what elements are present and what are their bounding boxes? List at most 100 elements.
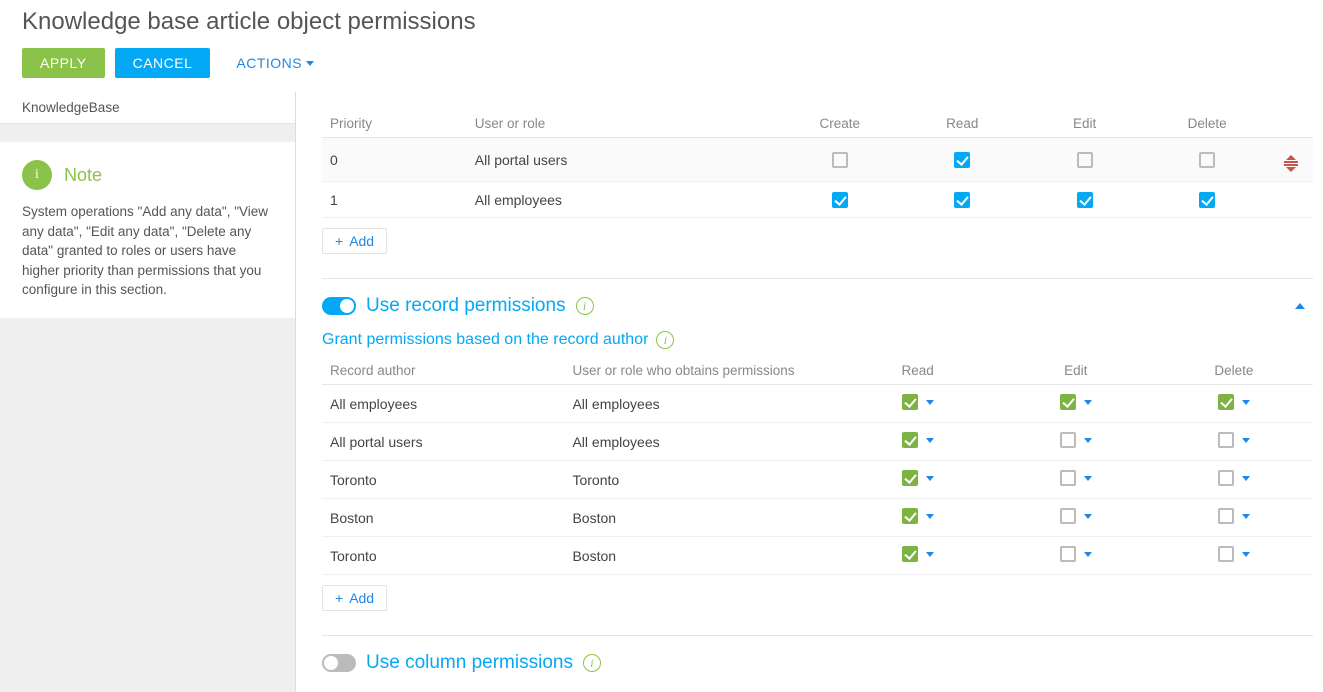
col-delete2[interactable]: Delete — [1155, 357, 1313, 385]
chevron-down-icon[interactable] — [1242, 400, 1250, 405]
checkbox[interactable] — [1060, 394, 1076, 410]
delete-cell — [1155, 423, 1313, 461]
table-row[interactable]: 0All portal users — [322, 138, 1313, 182]
chevron-down-icon[interactable] — [1242, 552, 1250, 557]
read-cell — [839, 461, 997, 499]
priority-cell: 0 — [322, 138, 467, 182]
author-cell: Boston — [322, 499, 564, 537]
col-obtain-user[interactable]: User or role who obtains permissions — [564, 357, 838, 385]
col-create[interactable]: Create — [779, 110, 901, 138]
author-cell: Toronto — [322, 537, 564, 575]
info-icon[interactable]: i — [576, 297, 594, 315]
checkbox[interactable] — [1060, 432, 1076, 448]
edit-cell — [997, 461, 1155, 499]
collapse-icon[interactable] — [1295, 303, 1305, 309]
edit-cell — [1023, 182, 1145, 218]
table-row[interactable]: All employeesAll employees — [322, 385, 1313, 423]
record-author-subtitle-row: Grant permissions based on the record au… — [322, 331, 1313, 349]
read-cell — [839, 423, 997, 461]
delete-cell — [1146, 138, 1268, 182]
table-row[interactable]: TorontoToronto — [322, 461, 1313, 499]
note-box: i Note System operations "Add any data",… — [0, 142, 295, 318]
table-row[interactable]: 1All employees — [322, 182, 1313, 218]
delete-cell — [1155, 499, 1313, 537]
read-cell — [901, 138, 1023, 182]
checkbox[interactable] — [1077, 192, 1093, 208]
table-row[interactable]: All portal usersAll employees — [322, 423, 1313, 461]
chevron-down-icon[interactable] — [1242, 438, 1250, 443]
plus-icon: + — [335, 590, 343, 606]
add-object-permission-button[interactable]: + Add — [322, 228, 387, 254]
col-edit[interactable]: Edit — [1023, 110, 1145, 138]
col-read[interactable]: Read — [901, 110, 1023, 138]
table-row[interactable]: TorontoBoston — [322, 537, 1313, 575]
object-name-field[interactable]: KnowledgeBase — [0, 92, 295, 124]
checkbox[interactable] — [902, 470, 918, 486]
note-text: System operations "Add any data", "View … — [22, 202, 273, 300]
col-edit2[interactable]: Edit — [997, 357, 1155, 385]
chevron-down-icon[interactable] — [926, 552, 934, 557]
main-panel: Priority User or role Create Read Edit D… — [296, 92, 1323, 692]
checkbox[interactable] — [1060, 470, 1076, 486]
checkbox[interactable] — [1218, 508, 1234, 524]
chevron-down-icon[interactable] — [926, 476, 934, 481]
row-handle-cell — [1268, 182, 1313, 218]
section-divider — [322, 278, 1313, 279]
column-permissions-title[interactable]: Use column permissions — [366, 652, 573, 674]
record-permissions-title[interactable]: Use record permissions — [366, 295, 566, 317]
checkbox[interactable] — [1218, 432, 1234, 448]
checkbox[interactable] — [1077, 152, 1093, 168]
create-cell — [779, 182, 901, 218]
add-record-permission-button[interactable]: + Add — [322, 585, 387, 611]
read-cell — [901, 182, 1023, 218]
checkbox[interactable] — [1199, 192, 1215, 208]
chevron-down-icon[interactable] — [926, 514, 934, 519]
read-cell — [839, 499, 997, 537]
cancel-button[interactable]: CANCEL — [115, 48, 211, 78]
chevron-down-icon — [306, 61, 314, 66]
chevron-down-icon[interactable] — [1084, 400, 1092, 405]
checkbox[interactable] — [1218, 470, 1234, 486]
chevron-down-icon[interactable] — [1084, 476, 1092, 481]
checkbox[interactable] — [902, 394, 918, 410]
table-row[interactable]: BostonBoston — [322, 499, 1313, 537]
checkbox[interactable] — [954, 152, 970, 168]
col-priority[interactable]: Priority — [322, 110, 467, 138]
chevron-down-icon[interactable] — [926, 400, 934, 405]
info-icon[interactable]: i — [656, 331, 674, 349]
col-user-role[interactable]: User or role — [467, 110, 779, 138]
info-icon: i — [22, 160, 52, 190]
checkbox[interactable] — [954, 192, 970, 208]
obtain-user-cell: All employees — [564, 423, 838, 461]
actions-dropdown[interactable]: ACTIONS — [236, 55, 314, 71]
chevron-down-icon[interactable] — [1084, 514, 1092, 519]
checkbox[interactable] — [1060, 546, 1076, 562]
info-icon[interactable]: i — [583, 654, 601, 672]
apply-button[interactable]: APPLY — [22, 48, 105, 78]
record-author-subtitle: Grant permissions based on the record au… — [322, 331, 648, 349]
checkbox[interactable] — [902, 546, 918, 562]
checkbox[interactable] — [1218, 546, 1234, 562]
author-cell: All portal users — [322, 423, 564, 461]
checkbox[interactable] — [1060, 508, 1076, 524]
chevron-down-icon[interactable] — [1084, 552, 1092, 557]
actions-label: ACTIONS — [236, 55, 302, 71]
checkbox[interactable] — [1199, 152, 1215, 168]
col-delete[interactable]: Delete — [1146, 110, 1268, 138]
drag-handle-icon[interactable] — [1284, 155, 1298, 172]
checkbox[interactable] — [1218, 394, 1234, 410]
checkbox[interactable] — [902, 432, 918, 448]
author-cell: Toronto — [322, 461, 564, 499]
chevron-down-icon[interactable] — [1242, 476, 1250, 481]
record-permissions-toggle[interactable] — [322, 297, 356, 315]
checkbox[interactable] — [832, 152, 848, 168]
checkbox[interactable] — [832, 192, 848, 208]
col-record-author[interactable]: Record author — [322, 357, 564, 385]
col-read2[interactable]: Read — [839, 357, 997, 385]
chevron-down-icon[interactable] — [1242, 514, 1250, 519]
chevron-down-icon[interactable] — [1084, 438, 1092, 443]
column-permissions-toggle[interactable] — [322, 654, 356, 672]
chevron-down-icon[interactable] — [926, 438, 934, 443]
checkbox[interactable] — [902, 508, 918, 524]
obtain-user-cell: Boston — [564, 499, 838, 537]
